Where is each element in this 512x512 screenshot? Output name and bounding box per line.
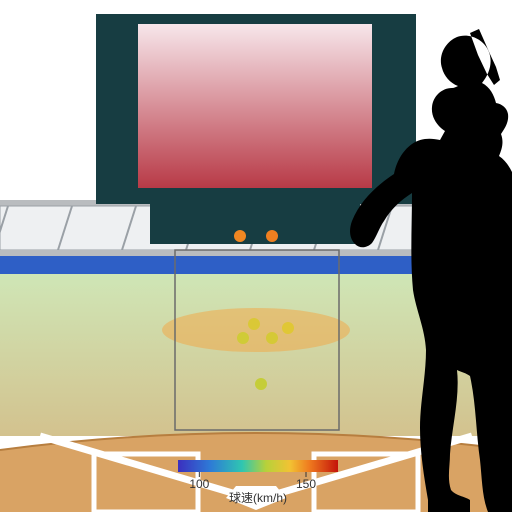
legend-tick: 100 [189,477,209,491]
pitch-location-figure: 100 150 球速(km/h) [0,0,512,512]
pitch-marker [255,378,267,390]
pitch-marker [266,332,278,344]
pitch-marker [248,318,260,330]
pitch-marker [234,230,246,242]
pitch-marker [266,230,278,242]
pitch-marker [282,322,294,334]
pitch-marker [237,332,249,344]
legend-label: 球速(km/h) [229,491,287,505]
legend-tick: 150 [296,477,316,491]
